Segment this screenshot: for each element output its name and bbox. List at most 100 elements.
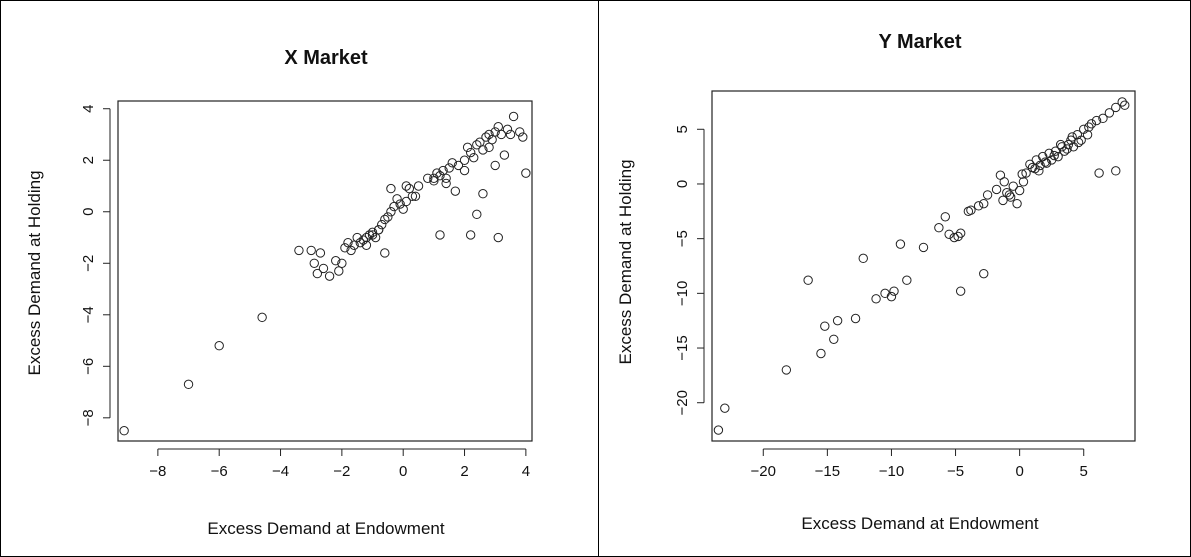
scatter-point [973,201,984,211]
scatter-point [478,189,488,199]
scatter-point [315,248,326,258]
scatter-point [940,212,950,222]
scatter-point [1021,168,1031,178]
scatter-point [386,207,396,217]
scatter-point [1117,97,1127,107]
y-tick-label: −2 [80,255,97,272]
scatter-point [493,232,503,243]
scatter-point [324,271,335,281]
scatter-point [1053,151,1063,162]
scatter-point [312,268,323,279]
scatter-point [496,129,507,140]
scatter-point [429,173,439,183]
scatter-point [367,227,378,238]
scatter-point [410,191,421,202]
scatter-point [918,242,929,253]
scatter-point [119,425,129,436]
scatter-point [401,196,411,207]
scatter-point [998,195,1008,206]
scatter-point [979,198,989,209]
scatter-point [435,230,445,240]
scatter-point [991,184,1002,195]
scatter-point [484,142,494,153]
scatter-point [1062,144,1072,154]
scatter-point [490,127,500,137]
scatter-point [1049,150,1059,161]
scatter-point [713,425,724,435]
scatter-point [850,313,861,324]
scatter-point [502,124,513,135]
scatter-point [367,230,378,240]
scatter-point [829,334,839,344]
y-tick-label: 5 [674,125,691,133]
scatter-point [955,286,966,296]
scatter-point [484,129,494,140]
scatter-point [331,255,341,266]
x-tick-label: 4 [522,463,530,480]
scatter-point [1120,100,1130,110]
scatter-point [380,214,390,225]
scatter-point [1050,146,1061,156]
scatter-point [1111,166,1121,176]
x-market-chart: X Market Excess Demand at Endowment Exce… [25,47,533,538]
scatter-point [383,212,393,222]
scatter-point [340,243,350,253]
scatter-point [1044,148,1054,159]
scatter-point [1035,160,1045,171]
scatter-point [944,229,954,239]
scatter-point [435,170,445,181]
scatter-point [880,288,890,299]
scatter-point [949,232,959,243]
scatter-point [337,258,347,268]
scatter-point [459,165,470,176]
y-tick-label: −6 [80,358,97,375]
scatter-point [781,365,792,375]
scatter-point [423,173,433,183]
scatter-point [521,168,531,178]
scatter-point [432,168,442,178]
scatter-point [465,230,476,240]
y-tick-label: −20 [674,390,691,415]
scatter-point [895,239,906,249]
chart-title: X Market [284,47,368,69]
scatter-point [1018,177,1029,187]
scatter-point [1082,130,1093,140]
scatter-point [1073,137,1084,148]
plot-area: −8 −6 −4 −2 0 2 4 −8 −6 −4 −2 0 2 4 [80,100,533,480]
scatter-point [183,379,194,390]
scatter-point [982,190,993,200]
y-tick-label: −4 [80,306,97,323]
x-tick-label: −8 [149,463,166,480]
scatter-point [1012,198,1022,209]
x-tick-label: −15 [815,463,840,480]
y-axis-label: Excess Demand at Holding [25,170,44,375]
x-tick-label: 0 [399,463,407,480]
scatter-point [886,291,897,302]
scatter-point [1076,135,1086,145]
scatter-point [447,158,457,168]
scatter-point [478,145,488,155]
x-tick-label: −10 [879,463,904,480]
scatter-point [720,403,730,413]
scatter-point [889,286,899,296]
scatter-point [395,199,405,209]
scatter-point [401,181,411,191]
scatter-point [364,230,375,240]
scatter-point [306,245,316,256]
plot-box [117,100,533,442]
scatter-point [1104,108,1115,118]
scatter-point [902,275,912,285]
scatter-point [318,263,329,274]
y-tick-label: −8 [80,409,97,426]
scatter-point [1030,163,1040,174]
scatter-point [361,240,372,250]
scatter-point [803,275,813,285]
scatter-point [1004,190,1015,200]
scatter-point [499,150,510,160]
panel-divider [598,0,599,557]
scatter-point [1055,139,1066,150]
scatter-point [1014,185,1025,196]
scatter-point [871,294,881,304]
x-axis-label: Excess Demand at Endowment [207,519,444,538]
x-tick-label: 2 [460,463,468,480]
